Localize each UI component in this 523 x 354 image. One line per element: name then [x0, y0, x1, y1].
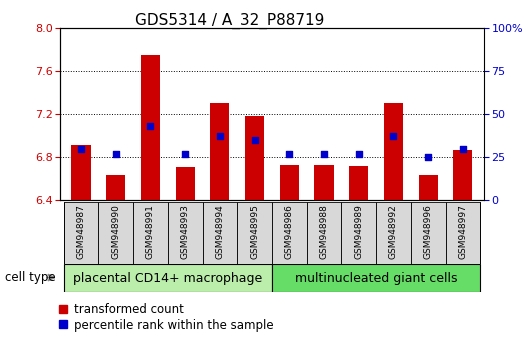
Bar [133, 202, 168, 264]
Bar [419, 175, 438, 200]
Text: GSM948997: GSM948997 [459, 204, 468, 259]
Text: GSM948988: GSM948988 [320, 204, 328, 259]
Bar [237, 202, 272, 264]
Point [285, 151, 293, 156]
Bar [72, 145, 90, 200]
Text: GSM948990: GSM948990 [111, 204, 120, 259]
Text: GSM948992: GSM948992 [389, 204, 398, 259]
Point [251, 137, 259, 143]
Bar [64, 264, 272, 292]
Legend: transformed count, percentile rank within the sample: transformed count, percentile rank withi… [58, 303, 273, 332]
Bar [446, 202, 480, 264]
Bar [376, 202, 411, 264]
Bar [141, 55, 160, 200]
Point [181, 151, 189, 156]
Point [111, 151, 120, 156]
Text: multinucleated giant cells: multinucleated giant cells [295, 272, 458, 285]
Bar [384, 103, 403, 200]
Bar [272, 202, 306, 264]
Text: GSM948994: GSM948994 [215, 204, 224, 259]
Bar [202, 202, 237, 264]
Bar [306, 202, 342, 264]
Text: GSM948986: GSM948986 [285, 204, 294, 259]
Point [77, 146, 85, 152]
Bar [349, 166, 368, 200]
Bar [176, 167, 195, 200]
Point [146, 123, 155, 129]
Point [389, 134, 397, 139]
Bar [272, 264, 480, 292]
Bar [168, 202, 202, 264]
Point [459, 146, 467, 152]
Point [215, 134, 224, 139]
Point [424, 154, 433, 160]
Bar [210, 103, 230, 200]
Bar [245, 116, 264, 200]
Point [355, 151, 363, 156]
Text: cell type: cell type [5, 272, 56, 284]
Bar [280, 165, 299, 200]
Bar [411, 202, 446, 264]
Bar [106, 175, 125, 200]
Bar [453, 150, 472, 200]
Bar [314, 165, 334, 200]
Text: GDS5314 / A_32_P88719: GDS5314 / A_32_P88719 [135, 12, 325, 29]
Text: GSM948993: GSM948993 [180, 204, 190, 259]
Bar [64, 202, 98, 264]
Text: GSM948989: GSM948989 [354, 204, 363, 259]
Text: GSM948996: GSM948996 [424, 204, 433, 259]
Text: GSM948991: GSM948991 [146, 204, 155, 259]
Bar [342, 202, 376, 264]
Text: GSM948995: GSM948995 [250, 204, 259, 259]
Text: placental CD14+ macrophage: placental CD14+ macrophage [73, 272, 263, 285]
Bar [98, 202, 133, 264]
Point [320, 151, 328, 156]
Text: GSM948987: GSM948987 [76, 204, 85, 259]
